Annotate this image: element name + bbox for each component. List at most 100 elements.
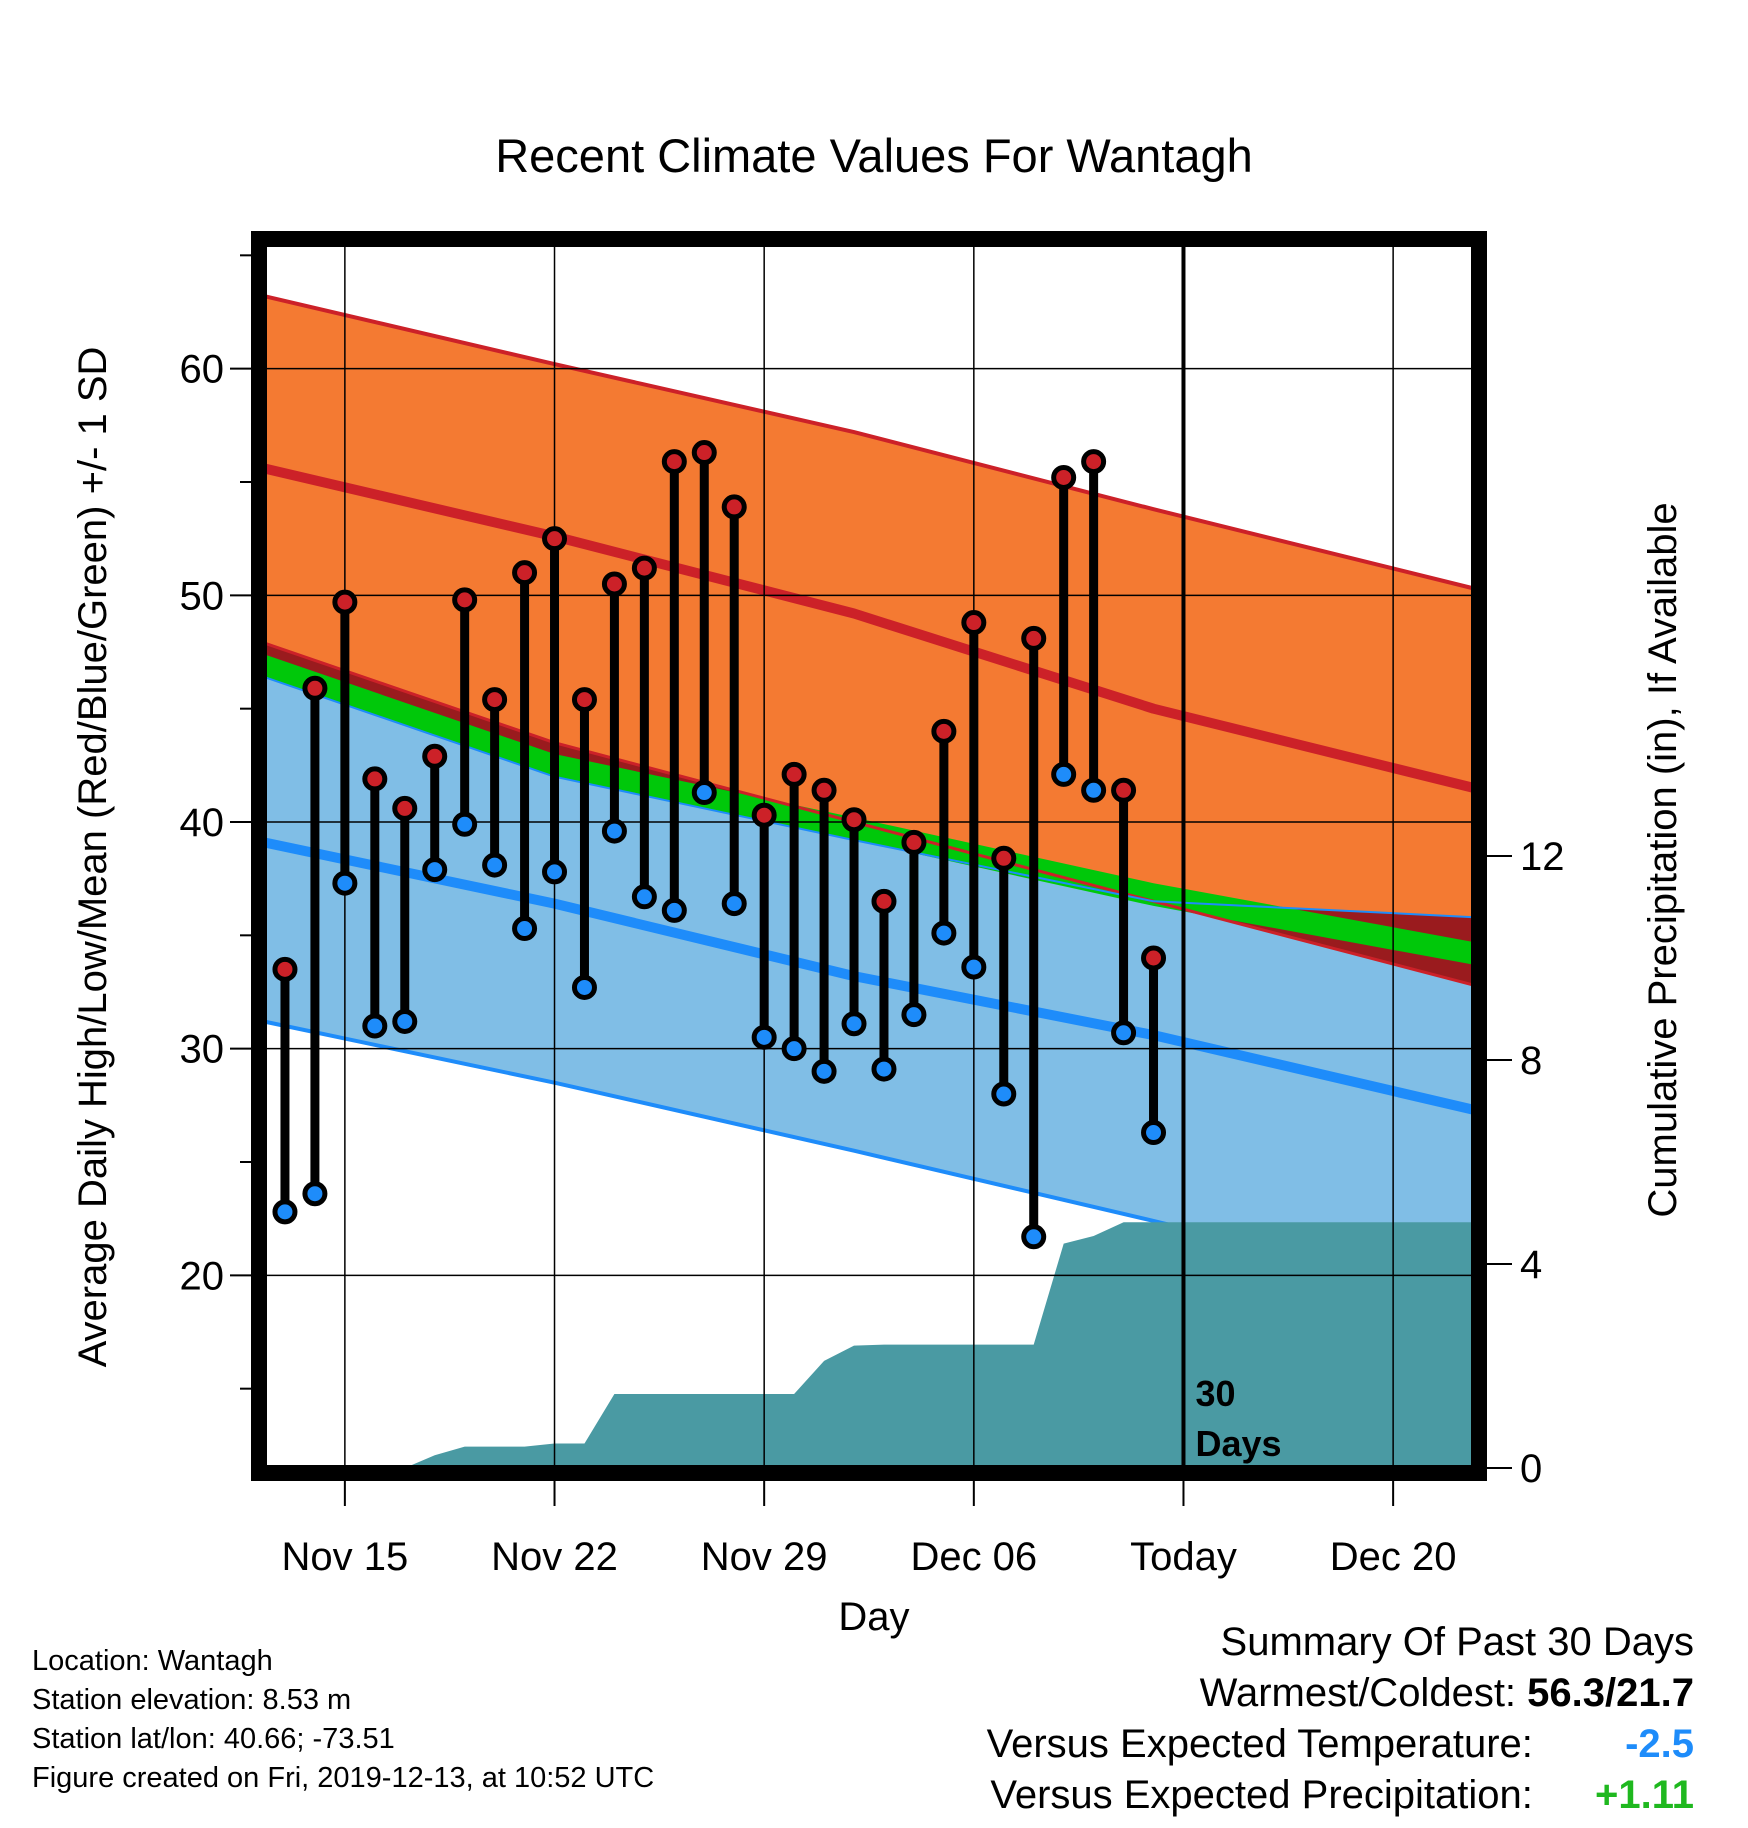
y2-axis-label: Cumulative Precipitation (in), If Availa…	[1641, 502, 1685, 1217]
daily-low-marker	[901, 1002, 927, 1028]
daily-high-marker	[811, 777, 837, 803]
daily-low-marker	[542, 859, 568, 885]
daily-high-marker	[1111, 777, 1137, 803]
daily-low-marker	[571, 974, 597, 1000]
daily-high-marker	[362, 766, 388, 792]
daily-high-marker	[571, 687, 597, 713]
x-tick-label: Dec 20	[1330, 1535, 1457, 1579]
y-tick-label: 40	[180, 801, 225, 845]
daily-low-marker	[781, 1036, 807, 1062]
plot-frame	[251, 231, 1487, 1481]
daily-low-marker	[1021, 1224, 1047, 1250]
daily-high-marker	[452, 587, 478, 613]
y2-tick-label: 4	[1520, 1243, 1542, 1287]
daily-low-marker	[631, 884, 657, 910]
daily-low-marker	[1081, 777, 1107, 803]
daily-high-marker	[482, 687, 508, 713]
daily-low-marker	[362, 1013, 388, 1039]
daily-high-marker	[332, 589, 358, 615]
warmest-coldest-row: Warmest/Coldest: 56.3/21.7	[987, 1668, 1694, 1719]
daily-high-marker	[691, 440, 717, 466]
daily-low-marker	[931, 920, 957, 946]
plot-area: 30 Days 20 30 40 50 60 0 4 8 12 Nov 15 Nov 22 Nov 29 D…	[180, 231, 1565, 1579]
daily-high-marker	[272, 956, 298, 982]
daily-high-marker	[542, 526, 568, 552]
y-axis-label: Average Daily High/Low/Mean (Red/Blue/Gr…	[71, 347, 115, 1368]
temperature-value: -2.5	[1625, 1722, 1694, 1766]
daily-low-marker	[1111, 1020, 1137, 1046]
daily-low-marker	[1051, 761, 1077, 787]
daily-high-marker	[1051, 464, 1077, 490]
y2-tick-label: 8	[1520, 1039, 1542, 1083]
x-tick-label: Nov 29	[701, 1535, 828, 1579]
elevation-text: Station elevation: 8.53 m	[32, 1684, 352, 1716]
daily-low-marker	[392, 1008, 418, 1034]
x-tick-label: Nov 15	[281, 1535, 408, 1579]
x-tick-label: Nov 22	[491, 1535, 618, 1579]
daily-low-marker	[482, 852, 508, 878]
daily-low-marker	[961, 954, 987, 980]
daily-low-marker	[991, 1081, 1017, 1107]
daily-high-marker	[601, 571, 627, 597]
daily-low-marker	[272, 1199, 298, 1225]
daily-high-marker	[512, 560, 538, 586]
daily-high-marker	[302, 675, 328, 701]
high-mean-line	[262, 463, 1476, 793]
high-sd-band	[264, 296, 1474, 986]
daily-high-marker	[931, 718, 957, 744]
daily-high-marker	[721, 494, 747, 520]
location-text: Location: Wantagh	[32, 1645, 273, 1677]
daily-low-marker	[422, 857, 448, 883]
daily-high-marker	[871, 888, 897, 914]
station-info: Location: Wantagh Station elevation: 8.5…	[32, 1642, 654, 1798]
x-axis-label: Day	[838, 1595, 909, 1639]
y-tick-label: 50	[180, 574, 225, 618]
daily-low-marker	[332, 870, 358, 896]
daily-high-marker	[781, 761, 807, 787]
daily-low-marker	[512, 916, 538, 942]
chart-title: Recent Climate Values For Wantagh	[495, 129, 1253, 182]
daily-low-marker	[1141, 1120, 1167, 1146]
temperature-row: Versus Expected Temperature: -2.5	[987, 1719, 1694, 1770]
daily-high-marker	[392, 795, 418, 821]
daily-high-marker	[1021, 625, 1047, 651]
warmest-coldest-label: Warmest/Coldest:	[1199, 1671, 1517, 1715]
latlon-text: Station lat/lon: 40.66; -73.51	[32, 1723, 395, 1755]
daily-low-marker	[811, 1058, 837, 1084]
low-sd-band	[264, 676, 1474, 1298]
summary-panel: Summary Of Past 30 Days Warmest/Coldest:…	[987, 1617, 1694, 1821]
daily-low-marker	[661, 897, 687, 923]
daily-high-marker	[841, 807, 867, 833]
precipitation-area	[264, 1222, 1474, 1468]
daily-low-marker	[691, 780, 717, 806]
y-tick-label: 60	[180, 348, 225, 392]
precipitation-label: Versus Expected Precipitation:	[990, 1773, 1533, 1817]
daily-low-marker	[751, 1024, 777, 1050]
daily-low-marker	[721, 891, 747, 917]
y-tick-label: 30	[180, 1028, 225, 1072]
x-tick-label: Dec 06	[910, 1535, 1037, 1579]
daily-low-marker	[871, 1056, 897, 1082]
daily-high-marker	[422, 743, 448, 769]
y-tick-label: 20	[180, 1254, 225, 1298]
daily-high-marker	[1141, 945, 1167, 971]
daily-low-marker	[601, 818, 627, 844]
daily-high-marker	[901, 829, 927, 855]
y2-tick-label: 0	[1520, 1447, 1542, 1491]
daily-low-marker	[302, 1181, 328, 1207]
precipitation-value: +1.11	[1594, 1773, 1694, 1817]
daily-high-marker	[661, 449, 687, 475]
daily-high-marker	[961, 610, 987, 636]
today-annotation: Days	[1195, 1423, 1281, 1464]
daily-high-marker	[1081, 449, 1107, 475]
created-text: Figure created on Fri, 2019-12-13, at 10…	[32, 1762, 655, 1794]
daily-high-marker	[991, 845, 1017, 871]
daily-high-marker	[751, 802, 777, 828]
daily-low-marker	[841, 1011, 867, 1037]
precipitation-row: Versus Expected Precipitation: +1.11	[987, 1770, 1694, 1821]
x-tick-label: Today	[1130, 1535, 1237, 1579]
daily-high-marker	[631, 555, 657, 581]
daily-low-marker	[452, 811, 478, 837]
summary-heading: Summary Of Past 30 Days	[1220, 1620, 1694, 1664]
